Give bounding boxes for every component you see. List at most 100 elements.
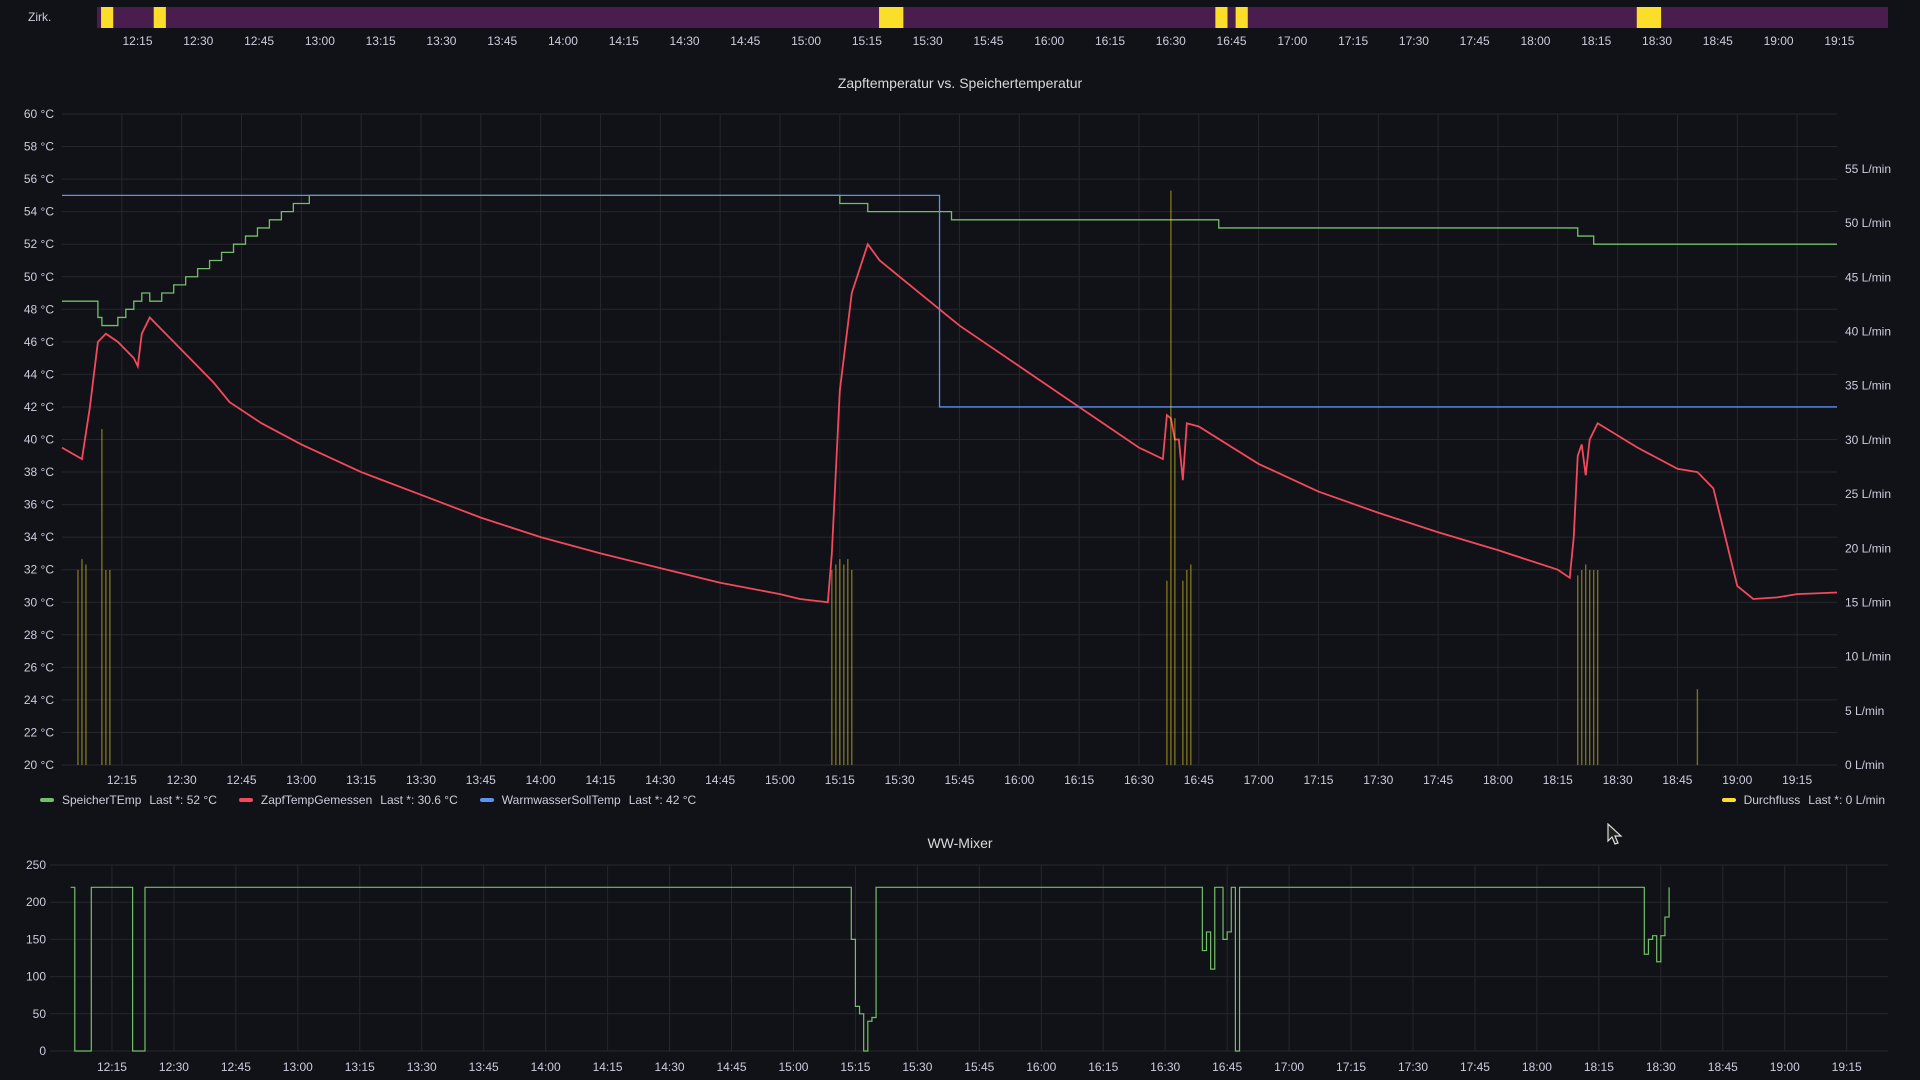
state-on-segment bbox=[1215, 7, 1228, 28]
state-on-segment bbox=[879, 7, 904, 28]
x-tick-label: 15:30 bbox=[902, 1060, 932, 1074]
y-tick-label: 100 bbox=[26, 970, 46, 984]
y-left-tick-label: 28 °C bbox=[24, 628, 54, 642]
y-left-tick-label: 58 °C bbox=[24, 140, 54, 154]
y-left-tick-label: 24 °C bbox=[24, 693, 54, 707]
y-left-tick-label: 44 °C bbox=[24, 367, 54, 381]
y-right-tick-label: 25 L/min bbox=[1845, 487, 1891, 501]
legend-last-value: Last *: 52 °C bbox=[149, 793, 217, 807]
legend-last-value: Last *: 30.6 °C bbox=[380, 793, 458, 807]
x-tick-label: 18:00 bbox=[1483, 773, 1513, 787]
x-tick-label: 12:15 bbox=[123, 34, 153, 48]
x-tick-label: 18:00 bbox=[1520, 34, 1550, 48]
state-on-segment bbox=[1235, 7, 1248, 28]
y-right-tick-label: 5 L/min bbox=[1845, 704, 1884, 718]
x-tick-label: 12:45 bbox=[226, 773, 256, 787]
x-tick-label: 15:45 bbox=[964, 1060, 994, 1074]
x-tick-label: 15:30 bbox=[913, 34, 943, 48]
legend-item-speichertemp[interactable]: SpeicherTEmp Last *: 52 °C bbox=[40, 793, 217, 807]
flow-legend: Durchfluss Last *: 0 L/min bbox=[1721, 793, 1885, 807]
x-tick-label: 19:15 bbox=[1832, 1060, 1862, 1074]
temp-panel-title: Zapftemperatur vs. Speichertemperatur bbox=[837, 75, 1083, 91]
y-left-tick-label: 54 °C bbox=[24, 205, 54, 219]
legend-last-value: Last *: 0 L/min bbox=[1808, 793, 1885, 807]
series-line-mixer bbox=[70, 886, 1670, 1052]
y-tick-label: 50 bbox=[33, 1007, 47, 1021]
x-tick-label: 16:45 bbox=[1217, 34, 1247, 48]
y-right-tick-label: 0 L/min bbox=[1845, 758, 1884, 772]
x-tick-label: 12:45 bbox=[221, 1060, 251, 1074]
mixer-panel: WW-Mixer 0 50 100 150 200 250 12:15 12:30 12:45 1… bbox=[0, 820, 1920, 1080]
x-tick-label: 14:30 bbox=[645, 773, 675, 787]
x-tick-label: 13:00 bbox=[286, 773, 316, 787]
x-tick-label: 13:15 bbox=[366, 34, 396, 48]
y-tick-label: 250 bbox=[26, 858, 46, 872]
x-tick-label: 16:00 bbox=[1026, 1060, 1056, 1074]
y-left-tick-label: 52 °C bbox=[24, 237, 54, 251]
legend-swatch-icon bbox=[40, 798, 54, 802]
x-tick-label: 16:15 bbox=[1064, 773, 1094, 787]
y-right-tick-label: 10 L/min bbox=[1845, 650, 1891, 664]
x-tick-label: 17:15 bbox=[1336, 1060, 1366, 1074]
y-right-tick-label: 40 L/min bbox=[1845, 325, 1891, 339]
y-left-tick-label: 20 °C bbox=[24, 758, 54, 772]
legend-last-value: Last *: 42 °C bbox=[628, 793, 697, 807]
x-tick-label: 18:30 bbox=[1646, 1060, 1676, 1074]
x-tick-label: 13:45 bbox=[487, 34, 517, 48]
mixer-panel-title: WW-Mixer bbox=[927, 835, 993, 851]
y-left-tick-label: 56 °C bbox=[24, 172, 54, 186]
x-tick-label: 17:30 bbox=[1398, 1060, 1428, 1074]
x-tick-label: 15:00 bbox=[778, 1060, 808, 1074]
x-tick-label: 14:15 bbox=[609, 34, 639, 48]
legend-item-warmwassersolltemp[interactable]: WarmwasserSollTemp Last *: 42 °C bbox=[479, 793, 697, 807]
x-tick-label: 15:00 bbox=[791, 34, 821, 48]
x-tick-label: 12:30 bbox=[167, 773, 197, 787]
x-tick-label: 13:00 bbox=[305, 34, 335, 48]
x-tick-label: 18:45 bbox=[1703, 34, 1733, 48]
x-tick-label: 16:00 bbox=[1034, 34, 1064, 48]
series-line-speichertemp bbox=[62, 194, 1837, 327]
state-row-label: Zirk. bbox=[28, 10, 51, 24]
x-tick-label: 16:15 bbox=[1095, 34, 1125, 48]
y-right-tick-label: 20 L/min bbox=[1845, 541, 1891, 555]
x-tick-label: 15:00 bbox=[765, 773, 795, 787]
legend-item-zapftempgemessen[interactable]: ZapfTempGemessen Last *: 30.6 °C bbox=[238, 793, 458, 807]
x-tick-label: 17:45 bbox=[1423, 773, 1453, 787]
x-tick-label: 13:15 bbox=[345, 1060, 375, 1074]
x-tick-label: 17:30 bbox=[1363, 773, 1393, 787]
legend-item-durchfluss[interactable]: Durchfluss Last *: 0 L/min bbox=[1721, 793, 1885, 807]
mixer-chart: 0 50 100 150 200 250 12:15 12:30 12:45 13:00 13:15… bbox=[26, 858, 1888, 1074]
y-left-tick-label: 36 °C bbox=[24, 498, 54, 512]
x-tick-label: 12:30 bbox=[159, 1060, 189, 1074]
y-left-tick-label: 40 °C bbox=[24, 433, 54, 447]
y-left-tick-label: 60 °C bbox=[24, 107, 54, 121]
state-on-segment bbox=[101, 7, 114, 28]
x-tick-label: 16:00 bbox=[1004, 773, 1034, 787]
x-tick-label: 13:45 bbox=[466, 773, 496, 787]
y-left-tick-label: 38 °C bbox=[24, 465, 54, 479]
x-tick-label: 13:00 bbox=[283, 1060, 313, 1074]
y-left-tick-label: 48 °C bbox=[24, 302, 54, 316]
legend-label: Durchfluss bbox=[1743, 793, 1801, 807]
y-tick-label: 0 bbox=[39, 1044, 46, 1058]
temp-panel: Zapftemperatur vs. Speichertemperatur 20… bbox=[0, 60, 1920, 820]
legend-label: SpeicherTEmp bbox=[62, 793, 142, 807]
y-right-tick-label: 55 L/min bbox=[1845, 162, 1891, 176]
x-tick-label: 14:45 bbox=[705, 773, 735, 787]
x-tick-label: 14:45 bbox=[730, 34, 760, 48]
x-tick-label: 12:45 bbox=[244, 34, 274, 48]
x-tick-label: 17:45 bbox=[1460, 34, 1490, 48]
x-tick-label: 19:00 bbox=[1722, 773, 1752, 787]
x-tick-label: 16:15 bbox=[1088, 1060, 1118, 1074]
x-tick-label: 18:45 bbox=[1662, 773, 1692, 787]
x-tick-label: 16:30 bbox=[1150, 1060, 1180, 1074]
mouse-cursor-icon bbox=[1607, 823, 1623, 845]
x-tick-label: 17:00 bbox=[1274, 1060, 1304, 1074]
y-left-tick-label: 42 °C bbox=[24, 400, 54, 414]
x-tick-label: 16:45 bbox=[1184, 773, 1214, 787]
legend-swatch-icon bbox=[238, 798, 253, 802]
x-tick-label: 18:15 bbox=[1581, 34, 1611, 48]
x-tick-label: 13:30 bbox=[407, 1060, 437, 1074]
y-left-tick-label: 46 °C bbox=[24, 335, 54, 349]
x-tick-label: 12:15 bbox=[107, 773, 137, 787]
